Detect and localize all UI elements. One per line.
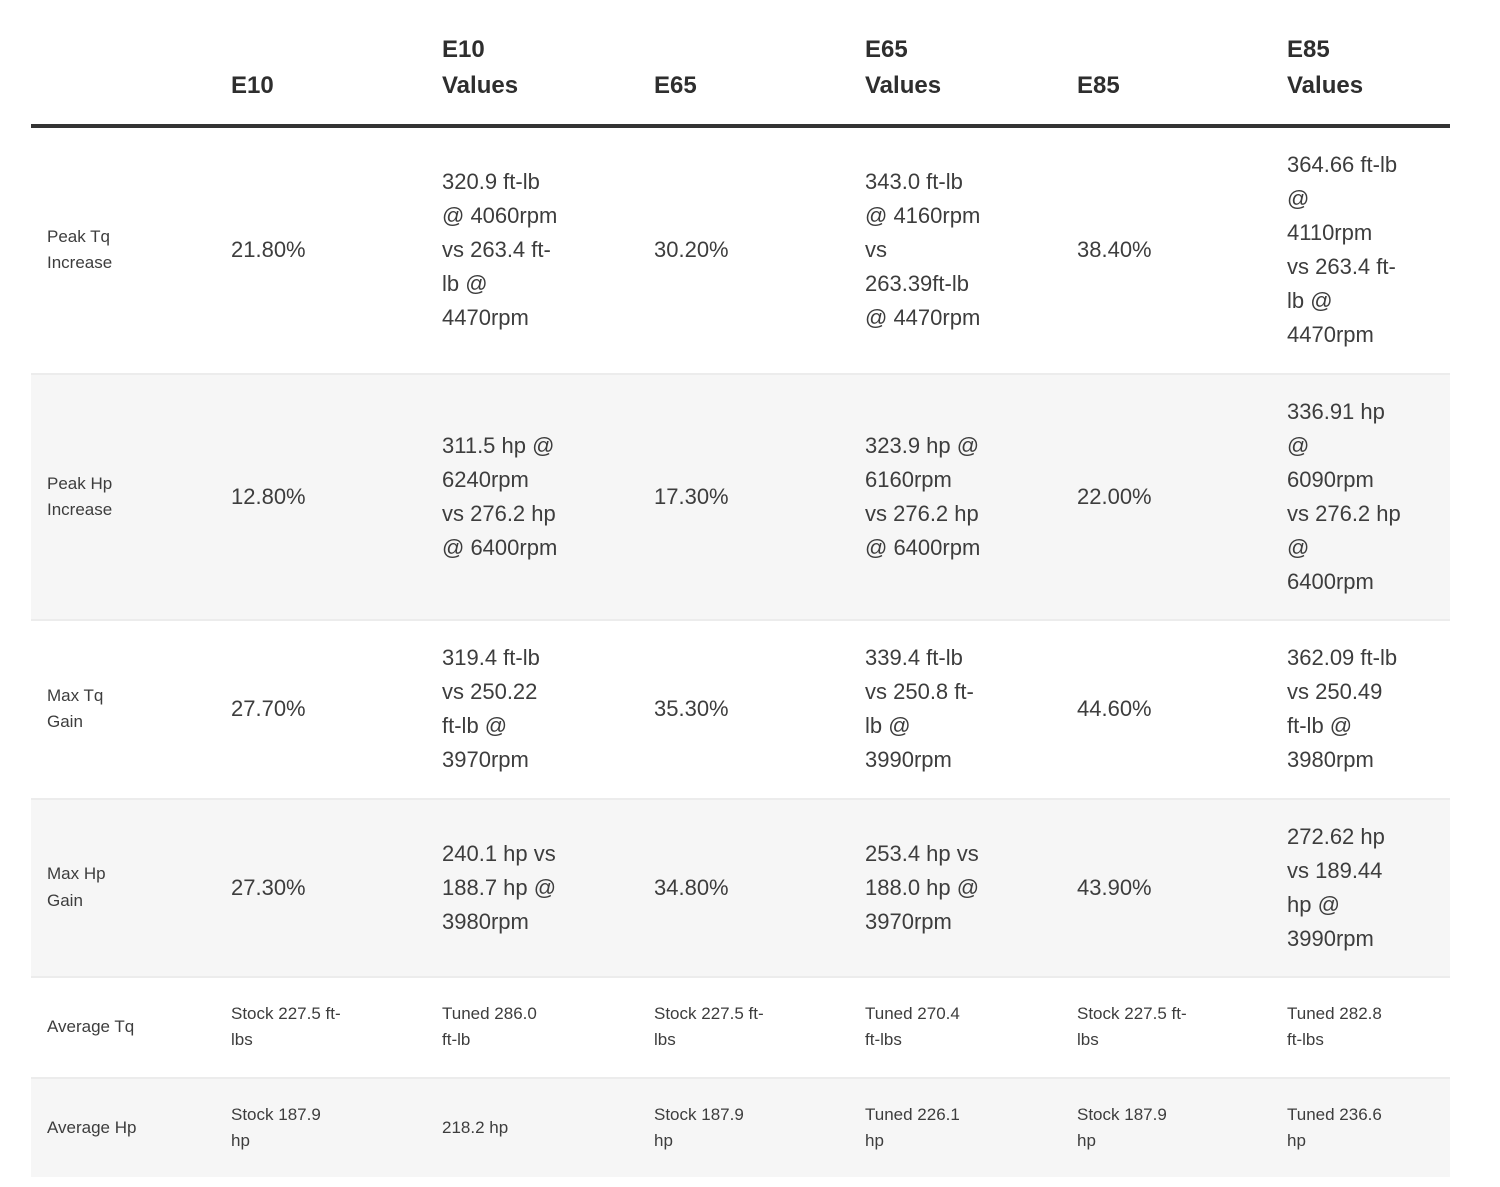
row-label-average-hp: Average Hp: [47, 1117, 137, 1137]
cell-max-hp-e85-percent: 43.90%: [1077, 874, 1152, 900]
table-row-peak-hp-increase: Peak Hp Increase 12.80% 311.5 hp @ 6240r…: [31, 373, 1450, 621]
column-header-e10: E10: [231, 72, 274, 99]
cell-peak-hp-e10-percent: 12.80%: [231, 483, 306, 509]
table-row-average-hp: Average Hp Stock 187.9 hp 218.2 hp Stock…: [31, 1077, 1450, 1178]
row-label-max-hp-gain: Max Hp Gain: [47, 864, 106, 910]
cell-peak-tq-e65-values: 343.0 ft-lb @ 4160rpm vs 263.39ft-lb @ 4…: [865, 169, 981, 331]
cell-average-tq-e10-tuned: Tuned 286.0 ft-lb: [442, 1003, 537, 1050]
cell-average-tq-e85-tuned: Tuned 282.8 ft-lbs: [1287, 1003, 1382, 1050]
header-row: E10 E10 Values E65 E65 Values E85 E85 Va…: [31, 8, 1450, 126]
column-header-e65-values: E65 Values: [865, 36, 942, 99]
cell-max-hp-e85-values: 272.62 hp vs 189.44 hp @ 3990rpm: [1287, 823, 1385, 951]
cell-max-tq-e10-percent: 27.70%: [231, 696, 306, 722]
cell-peak-hp-e65-values: 323.9 hp @ 6160rpm vs 276.2 hp @ 6400rpm: [865, 432, 981, 560]
column-header-e85-values: E85 Values: [1287, 36, 1364, 99]
cell-average-hp-e85-tuned: Tuned 236.6 hp: [1287, 1104, 1382, 1150]
cell-peak-hp-e65-percent: 17.30%: [654, 483, 729, 509]
cell-average-hp-e65-tuned: Tuned 226.1 hp: [865, 1104, 960, 1150]
cell-max-tq-e85-percent: 44.60%: [1077, 696, 1152, 722]
cell-average-tq-e85-stock: Stock 227.5 ft- lbs: [1077, 1003, 1187, 1050]
cell-max-hp-e65-values: 253.4 hp vs 188.0 hp @ 3970rpm: [865, 840, 980, 934]
cell-peak-hp-e85-percent: 22.00%: [1077, 483, 1152, 509]
column-header-blank: [31, 8, 215, 126]
cell-peak-tq-e10-percent: 21.80%: [231, 237, 306, 263]
cell-max-hp-e10-percent: 27.30%: [231, 874, 306, 900]
cell-max-tq-e65-percent: 35.30%: [654, 696, 729, 722]
cell-average-hp-e65-stock: Stock 187.9 hp: [654, 1104, 744, 1150]
cell-peak-tq-e65-percent: 30.20%: [654, 237, 729, 263]
cell-peak-tq-e10-values: 320.9 ft-lb @ 4060rpm vs 263.4 ft- lb @ …: [442, 169, 558, 331]
cell-max-tq-e10-values: 319.4 ft-lb vs 250.22 ft-lb @ 3970rpm: [442, 645, 540, 773]
cell-peak-tq-e85-percent: 38.40%: [1077, 237, 1152, 263]
row-label-peak-hp-increase: Peak Hp Increase: [47, 473, 113, 519]
table-row-max-hp-gain: Max Hp Gain 27.30% 240.1 hp vs 188.7 hp …: [31, 798, 1450, 977]
table-row-max-tq-gain: Max Tq Gain 27.70% 319.4 ft-lb vs 250.22…: [31, 620, 1450, 798]
cell-peak-tq-e85-values: 364.66 ft-lb @ 4110rpm vs 263.4 ft- lb @…: [1287, 152, 1398, 348]
row-label-max-tq-gain: Max Tq Gain: [47, 685, 104, 732]
cell-peak-hp-e10-values: 311.5 hp @ 6240rpm vs 276.2 hp @ 6400rpm: [442, 432, 558, 560]
column-header-e65: E65: [654, 72, 697, 99]
cell-average-tq-e10-stock: Stock 227.5 ft- lbs: [231, 1003, 341, 1050]
column-header-e85: E85: [1077, 72, 1120, 99]
row-label-peak-tq-increase: Peak Tq Increase: [47, 226, 113, 273]
cell-max-hp-e65-percent: 34.80%: [654, 874, 729, 900]
cell-average-tq-e65-stock: Stock 227.5 ft- lbs: [654, 1003, 764, 1050]
cell-max-tq-e65-values: 339.4 ft-lb vs 250.8 ft- lb @ 3990rpm: [865, 645, 974, 773]
cell-average-hp-e10-tuned: 218.2 hp: [442, 1117, 509, 1137]
cell-average-tq-e65-tuned: Tuned 270.4 ft-lbs: [865, 1003, 960, 1050]
table-row-peak-tq-increase: Peak Tq Increase 21.80% 320.9 ft-lb @ 40…: [31, 126, 1450, 374]
cell-peak-hp-e85-values: 336.91 hp @ 6090rpm vs 276.2 hp @ 6400rp…: [1287, 398, 1401, 595]
cell-max-tq-e85-values: 362.09 ft-lb vs 250.49 ft-lb @ 3980rpm: [1287, 645, 1398, 773]
fuel-tuning-results-table: E10 E10 Values E65 E65 Values E85 E85 Va…: [31, 8, 1450, 1178]
table-row-average-tq: Average Tq Stock 227.5 ft- lbs Tuned 286…: [31, 976, 1450, 1078]
column-header-e10-values: E10 Values: [442, 36, 519, 99]
row-label-average-tq: Average Tq: [47, 1017, 135, 1037]
cell-average-hp-e10-stock: Stock 187.9 hp: [231, 1104, 321, 1150]
cell-max-hp-e10-values: 240.1 hp vs 188.7 hp @ 3980rpm: [442, 840, 557, 934]
cell-average-hp-e85-stock: Stock 187.9 hp: [1077, 1104, 1167, 1150]
